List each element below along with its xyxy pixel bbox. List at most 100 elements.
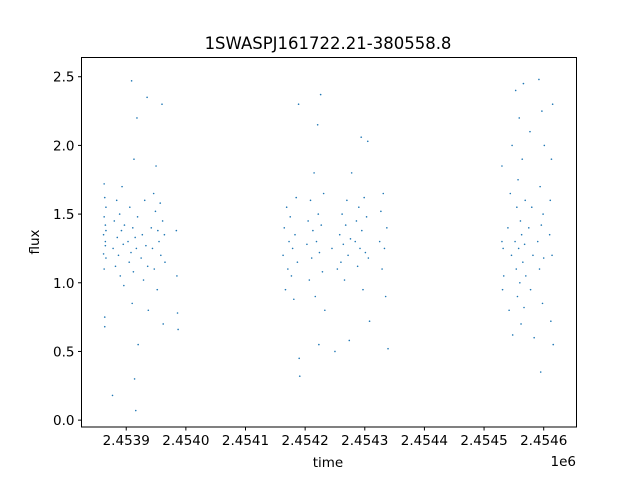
data-point (533, 336, 535, 339)
data-point (296, 261, 299, 263)
data-point (514, 89, 517, 92)
data-point (287, 268, 289, 270)
data-point (342, 243, 345, 246)
data-point (162, 323, 164, 325)
data-point (135, 247, 138, 250)
data-point (522, 82, 525, 85)
data-point (298, 375, 301, 377)
data-point (539, 185, 541, 188)
data-point (551, 254, 553, 257)
data-point (331, 247, 333, 250)
data-point (306, 243, 308, 246)
x-tick-label: 2.4545 (460, 433, 507, 449)
data-point (502, 275, 505, 277)
data-point (532, 254, 534, 257)
y-axis: 0.0 0.5 1.0 1.5 2.0 2.5 (53, 70, 82, 429)
data-point (177, 328, 179, 331)
data-point (381, 268, 383, 270)
data-point (501, 165, 503, 167)
data-point (142, 279, 145, 281)
data-point (511, 334, 514, 336)
data-point (324, 309, 326, 312)
data-point (115, 199, 118, 202)
data-point (354, 240, 357, 243)
data-point (539, 371, 542, 373)
data-point (365, 216, 368, 218)
data-point (383, 247, 386, 250)
data-point (336, 268, 339, 270)
data-point (519, 220, 522, 222)
data-point (538, 268, 541, 270)
data-point (290, 275, 293, 277)
data-point (522, 261, 524, 263)
data-points (102, 78, 555, 412)
data-point (519, 281, 521, 284)
data-point (128, 261, 131, 263)
data-point (523, 306, 525, 309)
data-point (530, 206, 533, 209)
data-point (151, 247, 154, 250)
data-point (121, 185, 123, 188)
data-point (529, 288, 532, 291)
data-point (347, 254, 349, 257)
x-axis: 2.4539 2.4540 2.4541 2.4542 2.4543 2.4544 2.45… (103, 427, 567, 449)
data-point (312, 229, 314, 232)
y-tick-label: 2.5 (53, 70, 74, 86)
data-point (359, 247, 361, 250)
data-point (358, 206, 360, 209)
data-point (284, 288, 287, 291)
data-point (154, 210, 157, 213)
y-tick-label: 1.5 (53, 207, 74, 223)
data-point (156, 288, 159, 291)
data-point (340, 261, 342, 263)
data-point (517, 178, 519, 181)
data-point (133, 378, 136, 380)
data-point (314, 295, 317, 298)
data-point (282, 254, 284, 257)
data-point (102, 233, 105, 236)
data-point (552, 343, 555, 346)
data-point (338, 233, 341, 236)
data-point (293, 298, 295, 301)
data-point (501, 288, 504, 291)
data-point (285, 206, 288, 209)
data-point (364, 251, 367, 254)
x-tick-label: 2.4540 (162, 433, 209, 449)
x-tick-label: 2.4546 (520, 433, 567, 449)
data-point (137, 343, 139, 346)
data-point (548, 233, 551, 236)
data-point (516, 295, 519, 298)
data-point (291, 247, 294, 250)
data-point (362, 288, 364, 291)
data-point (514, 240, 516, 243)
data-point (523, 243, 526, 246)
data-point (103, 268, 105, 270)
x-tick-label: 2.4543 (341, 433, 388, 449)
data-point (152, 192, 155, 195)
data-point (113, 220, 116, 222)
plot-frame (81, 57, 577, 428)
data-point (131, 302, 133, 305)
data-point (542, 257, 545, 259)
data-point (130, 80, 133, 82)
data-point (541, 110, 543, 112)
data-point (129, 206, 131, 209)
x-axis-label: time (313, 455, 344, 471)
data-point (146, 96, 148, 99)
data-point (308, 279, 311, 281)
data-point (318, 343, 320, 346)
data-point (288, 240, 290, 243)
data-point (295, 196, 298, 199)
data-point (525, 275, 527, 277)
data-point (386, 227, 388, 229)
data-point (297, 103, 300, 105)
x-tick-label: 2.4544 (401, 433, 448, 449)
data-point (103, 183, 105, 185)
data-point (122, 243, 125, 246)
data-point (153, 268, 156, 270)
data-point (117, 254, 120, 257)
y-tick-label: 1.0 (53, 276, 74, 292)
data-point (343, 279, 346, 281)
data-point (502, 247, 504, 250)
data-point (543, 144, 546, 147)
